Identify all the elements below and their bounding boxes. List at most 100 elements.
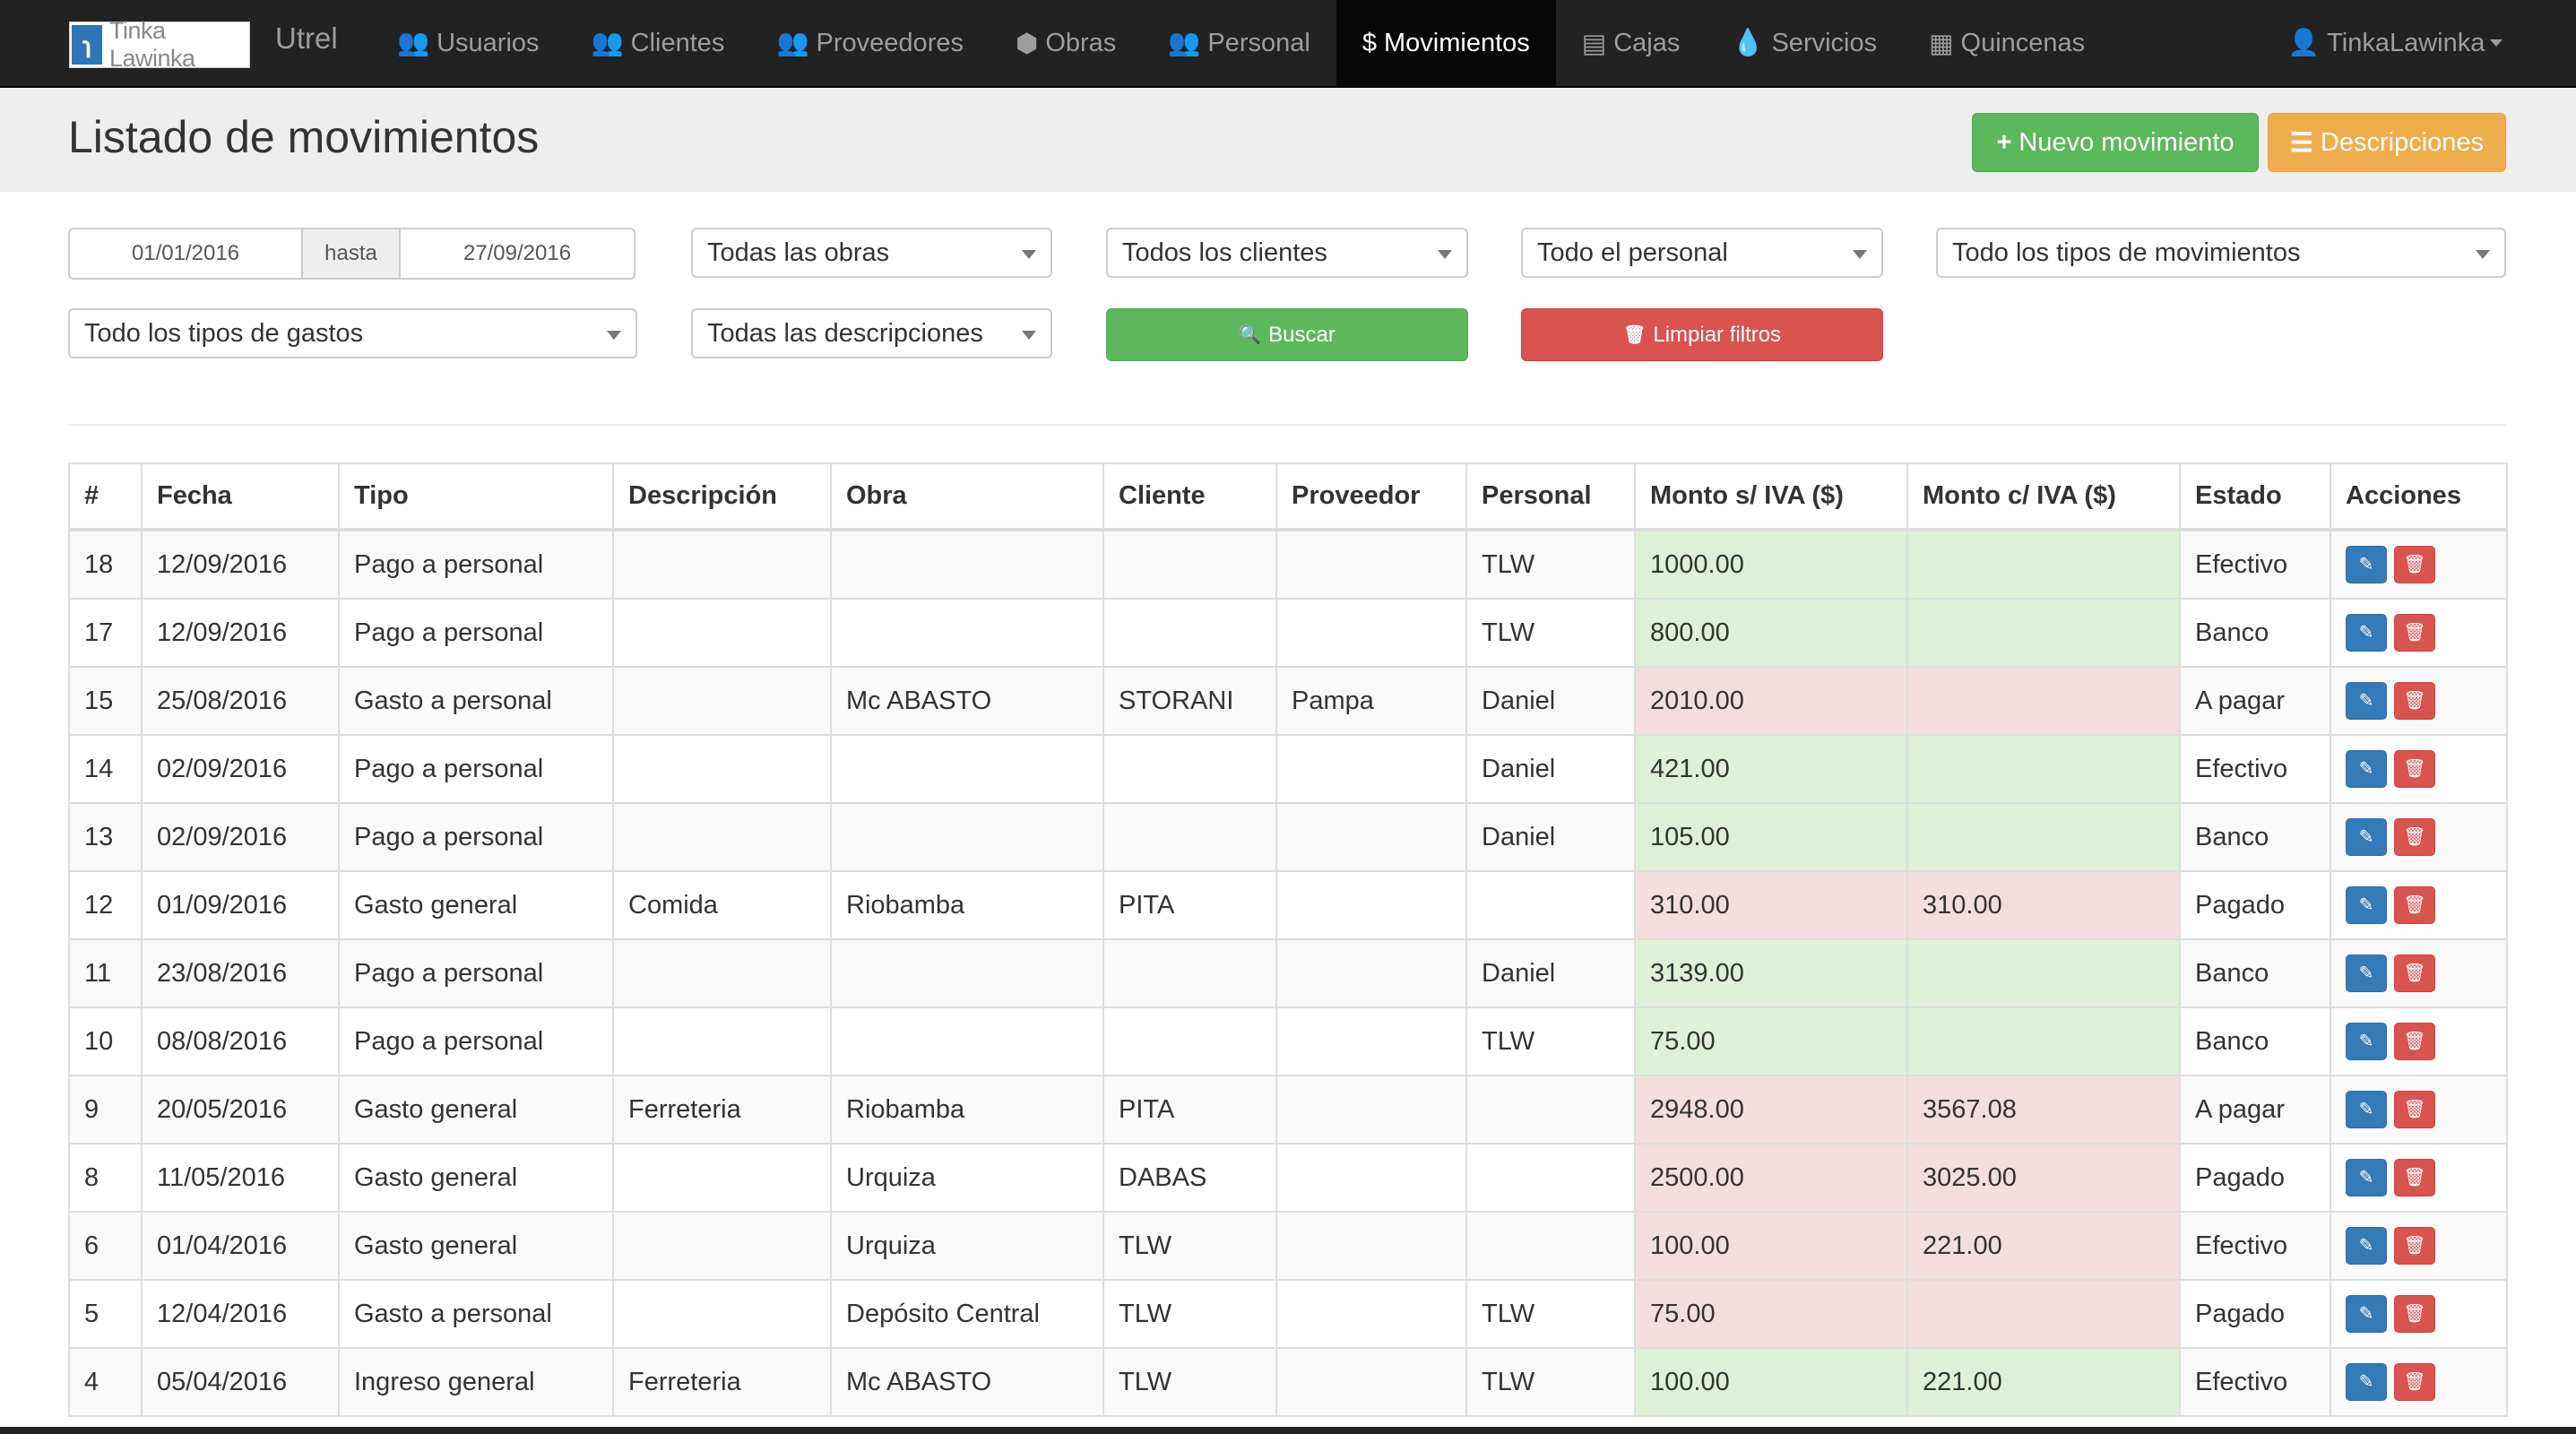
delete-icon[interactable]: 🗑 (2394, 1023, 2435, 1060)
list-icon: ☰ (2289, 128, 2313, 158)
delete-icon[interactable]: 🗑 (2394, 750, 2435, 788)
column-header: Monto s/ IVA ($) (1634, 462, 1908, 531)
nav-item-quincenas[interactable]: ▦ Quincenas (1903, 0, 2111, 86)
edit-icon[interactable]: ✎ (2346, 1363, 2387, 1401)
nav-item-obras[interactable]: ⬢ Obras (990, 0, 1142, 86)
edit-icon[interactable]: ✎ (2346, 1091, 2387, 1128)
cell-monto-con (1906, 1279, 2181, 1349)
date-from-input[interactable]: 01/01/2016 (68, 228, 303, 280)
cell-obra: Urquiza (830, 1211, 1104, 1281)
cell-proveedor (1275, 1279, 1467, 1349)
personal-select[interactable]: Todo el personal (1521, 228, 1883, 278)
cell-obra: Riobamba (830, 1075, 1104, 1145)
users-icon: 👥 (776, 29, 809, 57)
cell-monto-sin: 100.00 (1634, 1347, 1908, 1417)
table-row: 12 01/09/2016 Gasto general Comida Riobamba P… (68, 870, 2508, 940)
edit-icon[interactable]: ✎ (2346, 750, 2387, 788)
descriptions-select[interactable]: Todas las descripciones (691, 308, 1052, 358)
date-to-input[interactable]: 27/09/2016 (399, 228, 635, 280)
cell-cliente: TLW (1102, 1347, 1277, 1417)
cell-actions: ✎ 🗑 (2330, 666, 2508, 736)
cell-cliente (1102, 598, 1277, 668)
column-header: Monto c/ IVA ($) (1906, 462, 2181, 531)
cell-fecha: 25/08/2016 (141, 666, 340, 736)
nav-item-personal[interactable]: 👥 Personal (1142, 0, 1336, 86)
delete-icon[interactable]: 🗑 (2394, 614, 2435, 652)
user-menu[interactable]: 👤 TinkaLawinka (2287, 0, 2503, 86)
edit-icon[interactable]: ✎ (2346, 818, 2387, 856)
cell-monto-sin: 1000.00 (1634, 529, 1908, 600)
edit-icon[interactable]: ✎ (2346, 1295, 2387, 1333)
cell-estado: A pagar (2179, 666, 2331, 736)
cell-personal: TLW (1465, 598, 1636, 668)
chevron-down-icon (1438, 250, 1452, 259)
nav-item-cajas[interactable]: ▤ Cajas (1556, 0, 1707, 86)
logo[interactable]: ɿ Tinka Lawinka (69, 17, 250, 72)
edit-icon[interactable]: ✎ (2346, 614, 2387, 652)
movement-type-select[interactable]: Todo los tipos de movimientos (1936, 228, 2506, 278)
cell-estado: Banco (2179, 938, 2331, 1008)
brand-link[interactable]: Utrel (275, 22, 338, 55)
delete-icon[interactable]: 🗑 (2394, 1227, 2435, 1265)
cell-id: 15 (68, 666, 143, 736)
column-header: Fecha (141, 462, 340, 531)
nav-item-usuarios[interactable]: 👥 Usuarios (371, 0, 566, 86)
edit-icon[interactable]: ✎ (2346, 886, 2387, 924)
chevron-down-icon (1022, 250, 1036, 259)
delete-icon[interactable]: 🗑 (2394, 1159, 2435, 1196)
delete-icon[interactable]: 🗑 (2394, 1091, 2435, 1128)
cell-proveedor (1275, 870, 1467, 940)
cell-proveedor (1275, 938, 1467, 1008)
cell-fecha: 12/09/2016 (141, 598, 340, 668)
expense-type-select[interactable]: Todo los tipos de gastos (68, 308, 637, 358)
cell-personal: Daniel (1465, 734, 1636, 804)
edit-icon[interactable]: ✎ (2346, 1227, 2387, 1265)
nav-item-servicios[interactable]: 💧 Servicios (1706, 0, 1903, 86)
cell-id: 17 (68, 598, 143, 668)
cell-monto-sin: 2500.00 (1634, 1143, 1908, 1213)
cell-id: 10 (68, 1006, 143, 1076)
delete-icon[interactable]: 🗑 (2394, 682, 2435, 720)
clientes-select[interactable]: Todos los clientes (1106, 228, 1468, 278)
cell-personal (1465, 1211, 1636, 1281)
descriptions-button[interactable]: ☰ Descripciones (2268, 113, 2506, 172)
cell-estado: Efectivo (2179, 734, 2331, 804)
cell-estado: Pagado (2179, 1143, 2331, 1213)
cell-cliente: TLW (1102, 1279, 1277, 1349)
table-row: 14 02/09/2016 Pago a personal Daniel 421.00 E… (68, 734, 2508, 804)
obras-select[interactable]: Todas las obras (691, 228, 1052, 278)
nav-item-movimientos[interactable]: $ Movimientos (1336, 0, 1556, 86)
edit-icon[interactable]: ✎ (2346, 1023, 2387, 1060)
delete-icon[interactable]: 🗑 (2394, 955, 2435, 992)
new-movement-button[interactable]: + Nuevo movimiento (1972, 113, 2259, 172)
cell-actions: ✎ 🗑 (2330, 938, 2508, 1008)
delete-icon[interactable]: 🗑 (2394, 818, 2435, 856)
cell-tipo: Ingreso general (338, 1347, 614, 1417)
delete-icon[interactable]: 🗑 (2394, 546, 2435, 583)
table-row: 17 12/09/2016 Pago a personal TLW 800.00 Banc… (68, 598, 2508, 668)
nav-item-clientes[interactable]: 👥 Clientes (566, 0, 751, 86)
edit-icon[interactable]: ✎ (2346, 546, 2387, 583)
chevron-down-icon (607, 331, 621, 340)
cell-monto-con: 221.00 (1906, 1347, 2181, 1417)
search-button[interactable]: 🔍 Buscar (1106, 308, 1468, 361)
delete-icon[interactable]: 🗑 (2394, 1363, 2435, 1401)
cell-monto-sin: 100.00 (1634, 1211, 1908, 1281)
users-icon: 👥 (1168, 29, 1201, 57)
clear-filters-button[interactable]: 🗑 Limpiar filtros (1521, 308, 1883, 361)
cell-tipo: Pago a personal (338, 734, 614, 804)
edit-icon[interactable]: ✎ (2346, 955, 2387, 992)
delete-icon[interactable]: 🗑 (2394, 1295, 2435, 1333)
cell-id: 8 (68, 1143, 143, 1213)
descriptions-select-value: Todas las descripciones (707, 318, 983, 348)
nav-item-label: Usuarios (437, 28, 540, 57)
nav-item-proveedores[interactable]: 👥 Proveedores (750, 0, 990, 86)
cell-proveedor (1275, 1075, 1467, 1145)
cell-personal (1465, 1075, 1636, 1145)
edit-icon[interactable]: ✎ (2346, 682, 2387, 720)
cell-estado: Pagado (2179, 870, 2331, 940)
edit-icon[interactable]: ✎ (2346, 1159, 2387, 1196)
delete-icon[interactable]: 🗑 (2394, 886, 2435, 924)
table-row: 11 23/08/2016 Pago a personal Daniel 3139.00… (68, 938, 2508, 1008)
cell-obra: Riobamba (830, 870, 1104, 940)
